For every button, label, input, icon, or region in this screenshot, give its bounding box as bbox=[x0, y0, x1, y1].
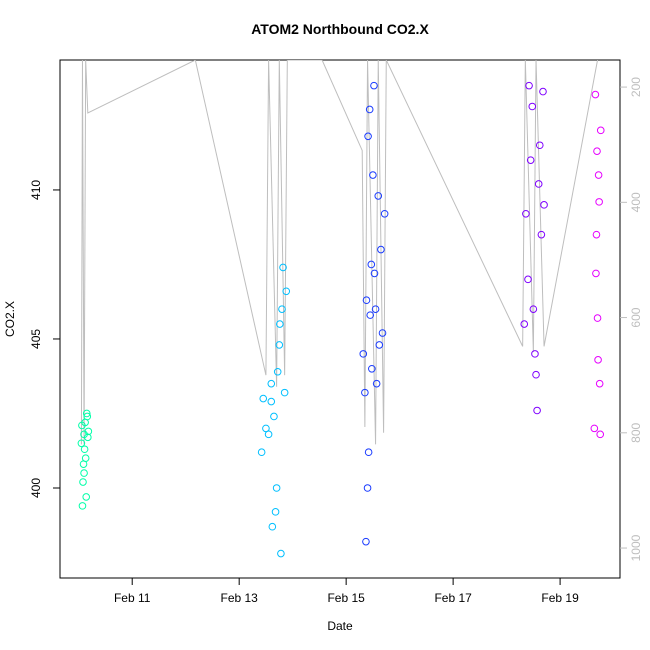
x-tick-label: Feb 19 bbox=[541, 591, 579, 605]
data-point bbox=[372, 379, 381, 388]
data-point bbox=[377, 245, 385, 254]
data-point bbox=[80, 445, 89, 454]
data-point bbox=[278, 305, 286, 313]
data-point bbox=[378, 329, 387, 337]
data-point bbox=[264, 430, 273, 439]
data-point bbox=[77, 439, 86, 448]
data-point bbox=[272, 484, 281, 492]
x-tick-label: Feb 13 bbox=[220, 591, 258, 605]
data-point bbox=[277, 549, 285, 558]
data-point bbox=[380, 209, 389, 218]
data-point bbox=[534, 180, 543, 188]
data-point bbox=[526, 156, 535, 164]
data-point bbox=[535, 141, 544, 150]
data-point bbox=[362, 537, 370, 546]
data-point bbox=[524, 275, 532, 284]
data-point bbox=[595, 198, 603, 206]
data-point bbox=[596, 126, 605, 135]
data-point bbox=[359, 350, 368, 358]
data-point bbox=[362, 296, 371, 305]
data-point bbox=[259, 394, 268, 403]
x-tick-label: Feb 15 bbox=[327, 591, 365, 605]
data-point bbox=[271, 508, 280, 516]
y2-tick-label: 400 bbox=[629, 192, 643, 212]
data-point bbox=[78, 502, 87, 510]
data-point bbox=[368, 364, 376, 373]
data-point bbox=[593, 147, 601, 156]
data-point bbox=[267, 379, 276, 388]
data-point bbox=[268, 522, 277, 531]
data-point bbox=[593, 314, 602, 322]
y2-tick-label: 200 bbox=[629, 77, 643, 97]
data-point bbox=[364, 132, 372, 141]
y-tick-label: 405 bbox=[29, 329, 43, 349]
data-point bbox=[257, 448, 266, 457]
data-point bbox=[282, 287, 291, 296]
data-point bbox=[540, 201, 548, 209]
data-point bbox=[273, 367, 282, 376]
data-point bbox=[361, 388, 369, 397]
data-point bbox=[595, 379, 604, 388]
data-point bbox=[363, 484, 372, 492]
data-point bbox=[367, 260, 376, 269]
pressure-line bbox=[80, 60, 599, 445]
data-point bbox=[528, 102, 537, 111]
data-point bbox=[366, 311, 375, 319]
chart-title: ATOM2 Northbound CO2.X bbox=[251, 21, 429, 37]
data-point bbox=[84, 433, 92, 442]
data-point bbox=[79, 460, 88, 468]
data-point bbox=[537, 230, 546, 239]
plot-box bbox=[59, 59, 621, 579]
data-point bbox=[83, 412, 92, 421]
y2-tick-label: 1000 bbox=[629, 534, 643, 561]
data-point bbox=[280, 388, 289, 397]
data-point bbox=[539, 87, 547, 96]
y2-tick-label: 600 bbox=[629, 307, 643, 327]
data-point bbox=[370, 81, 378, 90]
y-axis-label: CO2.X bbox=[3, 301, 17, 337]
data-point bbox=[365, 105, 374, 114]
data-point bbox=[276, 320, 284, 328]
data-point bbox=[82, 493, 91, 501]
data-point bbox=[279, 263, 287, 272]
data-point bbox=[592, 230, 601, 239]
x-axis-label: Date bbox=[327, 619, 353, 633]
data-point bbox=[84, 427, 93, 436]
data-point bbox=[596, 430, 605, 439]
data-point bbox=[371, 305, 380, 313]
y-tick-label: 410 bbox=[29, 180, 43, 200]
data-point bbox=[370, 269, 379, 278]
data-point bbox=[531, 350, 539, 358]
data-point bbox=[533, 406, 541, 415]
data-point bbox=[592, 269, 600, 278]
y-tick-label: 400 bbox=[29, 478, 43, 498]
data-point bbox=[591, 90, 600, 99]
data-point bbox=[522, 209, 530, 218]
x-tick-label: Feb 17 bbox=[434, 591, 472, 605]
data-point bbox=[525, 81, 533, 90]
data-point bbox=[369, 171, 377, 179]
data-point bbox=[375, 341, 384, 349]
data-point bbox=[532, 370, 540, 379]
data-point bbox=[267, 397, 276, 406]
data-point bbox=[79, 478, 87, 486]
y2-tick-label: 800 bbox=[629, 422, 643, 442]
data-point bbox=[80, 469, 88, 477]
data-point bbox=[364, 448, 373, 457]
data-point bbox=[594, 171, 603, 179]
data-point bbox=[270, 412, 278, 421]
data-point bbox=[529, 305, 538, 313]
data-point bbox=[82, 409, 91, 418]
plot-area bbox=[77, 60, 605, 558]
data-point bbox=[374, 192, 383, 200]
x-tick-label: Feb 11 bbox=[114, 591, 151, 605]
data-point bbox=[594, 356, 602, 364]
data-point bbox=[275, 341, 284, 349]
data-point bbox=[78, 421, 86, 430]
data-point bbox=[590, 424, 599, 433]
data-point bbox=[520, 320, 529, 328]
